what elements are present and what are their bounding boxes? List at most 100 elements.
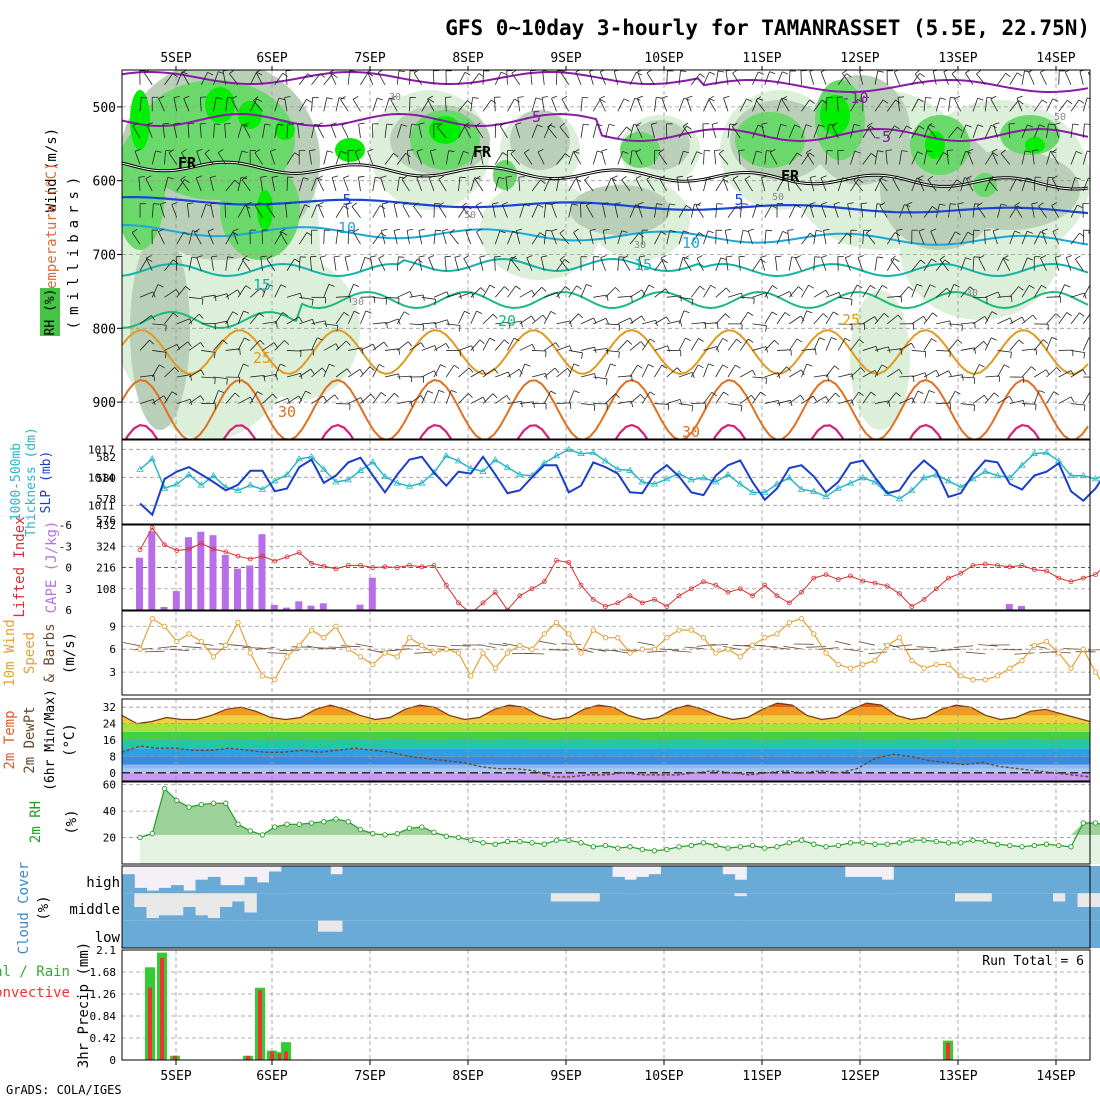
wind-barb (262, 393, 273, 404)
rh-contour-label: 50 (1054, 112, 1066, 123)
wind-barb-flag (463, 122, 470, 126)
wind-barb (605, 363, 611, 378)
rh2m-point (860, 840, 866, 846)
wind-barb (188, 313, 200, 325)
wind-barb (213, 390, 219, 404)
wind-barb (249, 312, 260, 325)
wind-barb-flag (932, 312, 938, 317)
cape-bar (197, 531, 205, 610)
lifted-index-point (933, 586, 939, 592)
wind-barb (614, 203, 619, 218)
wind-barb-flag (947, 149, 954, 151)
wind10m-barb (659, 648, 680, 651)
wind-barb-flag (806, 149, 812, 153)
thickness-point (565, 445, 573, 452)
wind-barb (418, 257, 423, 271)
wind-barb-flag (998, 375, 1001, 382)
wind-barb-flag (545, 373, 548, 380)
lifted-index-point (137, 547, 143, 553)
wind-barb (939, 259, 949, 271)
cloud-low-bar (820, 920, 834, 948)
wind-barb (867, 125, 876, 139)
wind-barb-flag (635, 148, 642, 153)
wind-barb (494, 152, 503, 165)
wind-barb (299, 368, 311, 378)
rh2m-point (443, 833, 449, 839)
wind-barb (181, 72, 190, 85)
wind-barb (531, 179, 541, 192)
date-label-bottom: 5SEP (160, 1069, 191, 1084)
wind-barb-flag (284, 340, 290, 345)
rh2m-point (970, 837, 976, 843)
cloud-high-bar (207, 876, 221, 894)
rh2m-point (321, 819, 327, 825)
wind-barb (299, 296, 314, 300)
wind-barb-flag (297, 122, 304, 125)
wind-barb-flag (638, 232, 644, 238)
wind-barb-flag (676, 367, 682, 373)
wind-barb (965, 72, 974, 85)
wind-barb-flag (637, 202, 644, 205)
wind-barb-flag (515, 122, 522, 125)
cloud-middle-bar (1040, 893, 1054, 921)
wind-barb (732, 72, 741, 85)
wind-barb (862, 391, 872, 404)
wind-barb (862, 345, 877, 351)
wind-barb (254, 152, 263, 165)
wind-barb (1058, 312, 1068, 325)
wind-barb (795, 257, 802, 271)
cloud-low-bar (318, 931, 331, 948)
wind-barb (340, 99, 349, 112)
wind-barb (559, 126, 570, 139)
cloud-low-bar (526, 920, 540, 948)
wind-barb-flag (1052, 175, 1058, 179)
precip-tick: 0.84 (90, 1010, 117, 1023)
wind-barb (475, 205, 484, 218)
wind-barb-flag (398, 256, 405, 258)
wind-barb (186, 203, 190, 218)
wind-barb (708, 99, 717, 112)
wind-barb (1058, 396, 1072, 404)
wind-barb (164, 289, 177, 298)
wind-barb (696, 258, 704, 271)
wind-barb-flag (260, 176, 267, 178)
cape-bar (160, 607, 168, 610)
wind-barb-flag (894, 258, 900, 262)
wind-barb (139, 315, 152, 325)
wind-barb (1096, 125, 1100, 138)
wind-barb (932, 71, 937, 85)
wind-barb-flag (725, 313, 730, 319)
wind-barb-flag (149, 339, 155, 345)
wind-barb-flag (631, 296, 633, 303)
thickness-point (810, 487, 818, 494)
cloud-low-bar (305, 920, 319, 948)
wind-barb (637, 204, 643, 218)
wind-barb (715, 313, 726, 325)
wind-barb-flag (761, 122, 768, 125)
cloud-high-bar (256, 882, 270, 894)
wind-barb-flag (158, 228, 164, 232)
cloud-middle-bar (771, 893, 785, 921)
wind-barb-flag (954, 231, 961, 235)
wind-barb-flag (185, 286, 191, 291)
rh2m-point (945, 840, 952, 846)
thickness-point (258, 485, 267, 492)
wind-barb (384, 296, 400, 299)
cloud-label: Cloud Cover (16, 862, 32, 955)
cloud-high-bar (452, 866, 466, 894)
wind-barb-flag (383, 341, 388, 348)
wind-barb (207, 231, 214, 245)
wind-barb (659, 178, 668, 192)
wind-barb (384, 123, 388, 138)
wind-barb-flag (398, 70, 405, 72)
wind-barb-flag (361, 347, 364, 354)
lifted-index-point (333, 566, 339, 572)
wind-barb (899, 204, 905, 218)
wind-barb-flag (174, 367, 180, 372)
wind-barb-flag (1016, 95, 1023, 99)
wind-barb-flag (504, 339, 510, 345)
cloud-high-bar (526, 866, 540, 894)
wind-barb-flag (303, 177, 310, 180)
thickness-point (356, 466, 365, 473)
